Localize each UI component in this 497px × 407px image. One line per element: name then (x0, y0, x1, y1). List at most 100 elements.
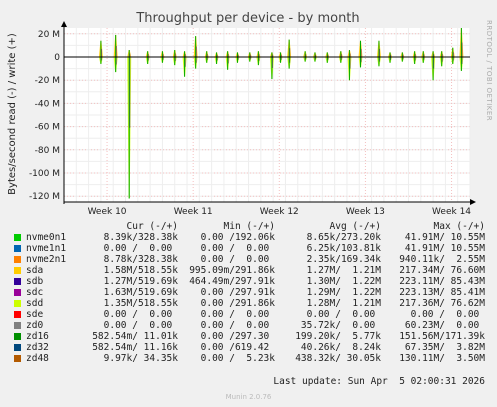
x-tick-label: Week 12 (260, 207, 299, 217)
header-cur: Cur (-/+) (126, 221, 178, 232)
legend-row-sdd: sdd 1.35M/518.55k 0.00 /291.86k 1.28M/ 1.21… (0, 298, 497, 309)
legend-name: zd0 (26, 320, 44, 331)
legend-cur: 1.27M/519.69k (103, 276, 178, 287)
chart-title: Throughput per device - by month (135, 11, 359, 26)
legend-name: zd16 (26, 331, 49, 342)
legend-cur: 1.35M/518.55k (103, 298, 178, 309)
legend-cur: 0.00 / 0.00 (103, 309, 178, 320)
legend-name: sdd (26, 298, 44, 309)
spike (113, 34, 118, 73)
spike (172, 50, 177, 66)
legend-min: 995.09m/291.86k (189, 265, 275, 276)
legend-cur: 9.97k/ 34.35k (103, 353, 178, 364)
y-tick-label: -120 M (29, 192, 60, 202)
spike (214, 52, 219, 64)
spike (358, 40, 363, 68)
y-axis-arrow (61, 21, 67, 27)
last-update: Last update: Sun Apr 5 02:00:31 2026 (273, 376, 485, 387)
legend-min: 0.00 / 5.23k (200, 353, 275, 364)
legend-avg: 1.29M/ 1.22M (306, 287, 381, 298)
legend-cur: 0.00 / 0.00 (103, 320, 178, 331)
legend-max: 0.00 / 0.00 (410, 309, 485, 320)
spike (127, 50, 132, 199)
legend-cur: 8.39k/328.38k (103, 232, 178, 243)
x-axis-arrow (470, 199, 476, 205)
spike (278, 52, 283, 63)
legend-cur: 0.00 / 0.00 (103, 243, 178, 254)
legend-swatch (14, 256, 21, 263)
legend-row-nvme0n1: nvme0n1 8.39k/328.38k 0.00 /192.06k 8.65k/2… (0, 232, 497, 243)
legend-min: 0.00 / 0.00 (200, 243, 275, 254)
y-tick-label: 20 M (38, 30, 60, 40)
legend-row-zd0: zd0 0.00 / 0.00 0.00 / 0.00 35.72k/ 0.00 … (0, 320, 497, 331)
legend-min: 0.00 /619.42 (200, 342, 275, 353)
legend-row-sda: sda 1.58M/518.55k 995.09m/291.86k 1.27M/ 1.… (0, 265, 497, 276)
legend-swatch (14, 333, 21, 340)
chart: Throughput per device - by month Bytes/s… (7, 11, 493, 217)
spike (193, 36, 198, 69)
legend-avg: 1.27M/ 1.21M (306, 265, 381, 276)
legend-avg: 1.30M/ 1.22M (306, 276, 381, 287)
munin-version: Munin 2.0.76 (225, 393, 272, 401)
legend-max: 223.11M/ 85.43M (399, 276, 485, 287)
header-max: Max (-/+) (433, 221, 485, 232)
x-tick-label: Week 14 (432, 207, 471, 217)
legend-row-sdb: sdb 1.27M/519.69k 464.49m/297.91k 1.30M/ 1.… (0, 276, 497, 287)
grid (63, 28, 471, 202)
spike (431, 51, 436, 81)
legend-name: sdb (26, 276, 44, 287)
y-axis-label: Bytes/second read (-) / write (+) (7, 33, 18, 195)
spike (450, 47, 455, 64)
legend-avg: 40.26k/ 8.24k (300, 342, 381, 353)
legend-min: 0.00 /192.06k (200, 232, 275, 243)
legend: Cur (-/+) Min (-/+) Avg (-/+) Max (-/+) … (0, 221, 497, 364)
legend-max: 41.91M/ 10.55M (404, 232, 485, 243)
legend-row-sdc: sdc 1.63M/519.69k 0.00 /297.91k 1.29M/ 1.22… (0, 287, 497, 298)
legend-cur: 1.58M/518.55k (103, 265, 178, 276)
spike (412, 51, 417, 64)
y-tick-label: -40 M (35, 99, 60, 109)
legend-min: 0.00 /291.86k (200, 298, 275, 309)
y-tick-labels: 20 M 0 -20 M -40 M -60 M -80 M -100 M -120 M (29, 30, 60, 202)
legend-min: 0.00 / 0.00 (200, 320, 275, 331)
y-tick-label: -100 M (29, 169, 60, 179)
legend-avg: 2.35k/169.34k (306, 254, 381, 265)
legend-max: 130.11M/ 3.50M (399, 353, 485, 364)
legend-max: 217.34M/ 76.60M (399, 265, 485, 276)
legend-swatch (14, 278, 21, 285)
legend-swatch (14, 245, 21, 252)
spike (439, 51, 444, 67)
legend-min: 464.49m/297.91k (189, 276, 275, 287)
legend-header: Cur (-/+) Min (-/+) Avg (-/+) Max (-/+) (0, 221, 497, 232)
y-tick-label: 0 (54, 53, 60, 63)
spike (347, 50, 352, 81)
legend-swatch (14, 344, 21, 351)
legend-max: 223.13M/ 85.41M (399, 287, 485, 298)
legend-avg: 1.28M/ 1.21M (306, 298, 381, 309)
legend-max: 217.36M/ 76.62M (399, 298, 485, 309)
header-avg: Avg (-/+) (329, 221, 381, 232)
legend-name: nvme0n1 (26, 232, 67, 243)
legend-cur: 582.54m/ 11.16k (92, 342, 178, 353)
legend-name: sde (26, 309, 44, 320)
legend-avg: 438.32k/ 30.05k (295, 353, 381, 364)
legend-name: nvme1n1 (26, 243, 67, 254)
legend-max: 67.35M/ 3.82M (404, 342, 485, 353)
legend-cur: 1.63M/519.69k (103, 287, 178, 298)
legend-row-zd32: zd32 582.54m/ 11.16k 0.00 /619.42 40.26k/ … (0, 342, 497, 353)
legend-avg: 0.00 / 0.00 (306, 309, 381, 320)
x-tick-label: Week 13 (346, 207, 385, 217)
x-tick-label: Week 10 (88, 207, 127, 217)
legend-swatch (14, 267, 21, 274)
legend-max: 41.91M/ 10.55M (404, 243, 485, 254)
legend-avg: 8.65k/273.20k (306, 232, 381, 243)
spike (98, 40, 103, 64)
y-tick-label: -80 M (35, 146, 60, 156)
legend-max: 151.56M/171.39k (399, 331, 485, 342)
legend-cur: 582.54m/ 11.01k (92, 331, 178, 342)
legend-swatch (14, 322, 21, 329)
legend-avg: 35.72k/ 0.00 (300, 320, 381, 331)
legend-swatch (14, 234, 21, 241)
legend-row-zd16: zd16 582.54m/ 11.01k 0.00 /297.30 199.20k/… (0, 331, 497, 342)
legend-name: sdc (26, 287, 44, 298)
